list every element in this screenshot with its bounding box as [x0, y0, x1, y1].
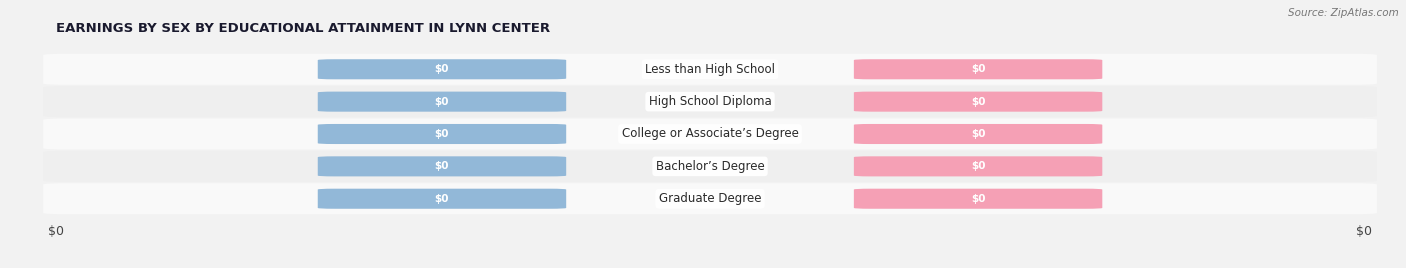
FancyBboxPatch shape — [318, 156, 567, 176]
Text: EARNINGS BY SEX BY EDUCATIONAL ATTAINMENT IN LYNN CENTER: EARNINGS BY SEX BY EDUCATIONAL ATTAINMEN… — [56, 21, 550, 35]
Text: Source: ZipAtlas.com: Source: ZipAtlas.com — [1288, 8, 1399, 18]
FancyBboxPatch shape — [853, 189, 1102, 209]
Text: $0: $0 — [434, 161, 450, 171]
Text: $0: $0 — [970, 64, 986, 74]
FancyBboxPatch shape — [853, 124, 1102, 144]
FancyBboxPatch shape — [44, 151, 1376, 182]
Text: Bachelor’s Degree: Bachelor’s Degree — [655, 160, 765, 173]
FancyBboxPatch shape — [44, 86, 1376, 117]
FancyBboxPatch shape — [318, 92, 567, 112]
Text: College or Associate’s Degree: College or Associate’s Degree — [621, 128, 799, 140]
Text: $0: $0 — [434, 64, 450, 74]
FancyBboxPatch shape — [318, 124, 567, 144]
Text: $0: $0 — [970, 194, 986, 204]
FancyBboxPatch shape — [853, 92, 1102, 112]
Text: $0: $0 — [434, 194, 450, 204]
Text: $0: $0 — [970, 129, 986, 139]
Text: $0: $0 — [434, 129, 450, 139]
Text: $0: $0 — [434, 97, 450, 107]
FancyBboxPatch shape — [318, 59, 567, 79]
Text: Graduate Degree: Graduate Degree — [659, 192, 761, 205]
FancyBboxPatch shape — [44, 54, 1376, 85]
FancyBboxPatch shape — [853, 59, 1102, 79]
Text: $0: $0 — [970, 161, 986, 171]
FancyBboxPatch shape — [853, 156, 1102, 176]
FancyBboxPatch shape — [44, 118, 1376, 150]
Text: $0: $0 — [970, 97, 986, 107]
FancyBboxPatch shape — [318, 189, 567, 209]
Text: High School Diploma: High School Diploma — [648, 95, 772, 108]
Text: Less than High School: Less than High School — [645, 63, 775, 76]
FancyBboxPatch shape — [44, 183, 1376, 214]
